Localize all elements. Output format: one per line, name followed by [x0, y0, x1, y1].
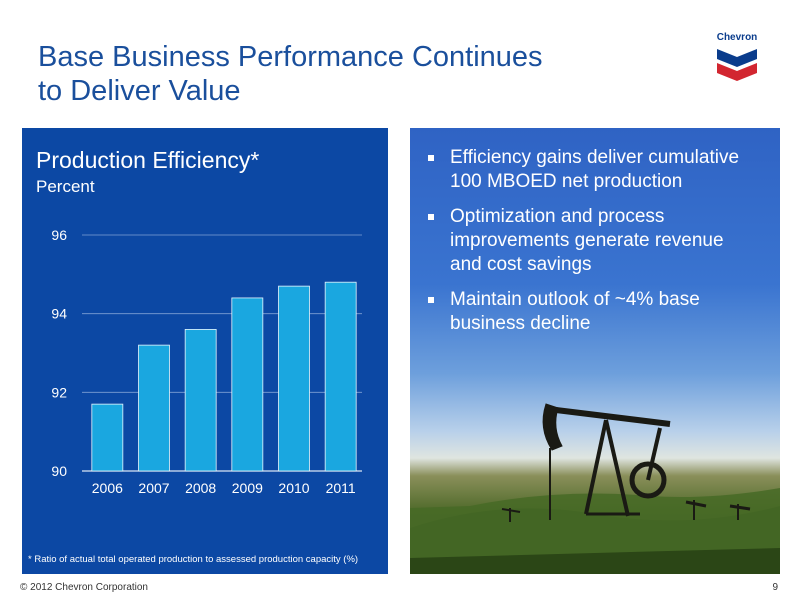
- slide-title: Base Business Performance Continues to D…: [38, 40, 658, 108]
- production-efficiency-chart: 96 94 92 90 2006 2007 2008 2009 2010 2011: [51, 227, 362, 496]
- x-tick-label: 2007: [138, 480, 169, 496]
- bullet-text: Optimization and process improvements ge…: [450, 206, 724, 275]
- bar-2008: [184, 328, 217, 472]
- page-number: 9: [772, 582, 778, 593]
- x-tick-label: 2009: [232, 480, 263, 496]
- chevron-logo: Chevron: [705, 32, 769, 84]
- y-tick-label: 94: [51, 306, 67, 322]
- x-tick-label: 2008: [185, 480, 216, 496]
- bullet-square-icon: [428, 214, 434, 220]
- bar-2009: [231, 297, 264, 472]
- bullet-square-icon: [428, 297, 434, 303]
- slide-title-line-2: to Deliver Value: [38, 75, 241, 107]
- x-tick-label: 2010: [278, 480, 309, 496]
- chart-title: Production Efficiency*: [36, 147, 260, 173]
- bullet-item: Optimization and process improvements ge…: [426, 205, 756, 277]
- chart-panel: Production Efficiency* Percent 96 94 92 90 2…: [22, 128, 388, 574]
- y-tick-label: 90: [51, 463, 67, 479]
- bullet-item: Maintain outlook of ~4% base business de…: [426, 288, 756, 336]
- bullet-text: Maintain outlook of ~4% base business de…: [450, 289, 700, 334]
- copyright: © 2012 Chevron Corporation: [20, 582, 148, 593]
- chevron-emblem-icon: [717, 49, 757, 81]
- bar-2007: [138, 344, 170, 472]
- logo-text: Chevron: [716, 32, 758, 43]
- bar-2006: [91, 403, 124, 472]
- oil-pump-jack-photo: [410, 403, 780, 574]
- y-tick-label: 96: [51, 227, 67, 243]
- x-tick-label: 2006: [92, 480, 123, 496]
- chart-footnote: * Ratio of actual total operated product…: [28, 554, 359, 565]
- bar-2010: [278, 285, 310, 472]
- bullet-square-icon: [428, 155, 434, 161]
- bullet-list: Efficiency gains deliver cumulative 100 …: [426, 146, 756, 347]
- bullet-text: Efficiency gains deliver cumulative 100 …: [450, 147, 740, 192]
- y-tick-label: 92: [51, 384, 67, 400]
- bar-2011: [324, 281, 357, 472]
- chart-y-label: Percent: [36, 177, 95, 196]
- bullet-item: Efficiency gains deliver cumulative 100 …: [426, 146, 756, 194]
- slide-title-line-1: Base Business Performance Continues: [38, 41, 543, 73]
- photo-panel: Efficiency gains deliver cumulative 100 …: [410, 128, 780, 574]
- x-tick-label: 2011: [326, 480, 356, 496]
